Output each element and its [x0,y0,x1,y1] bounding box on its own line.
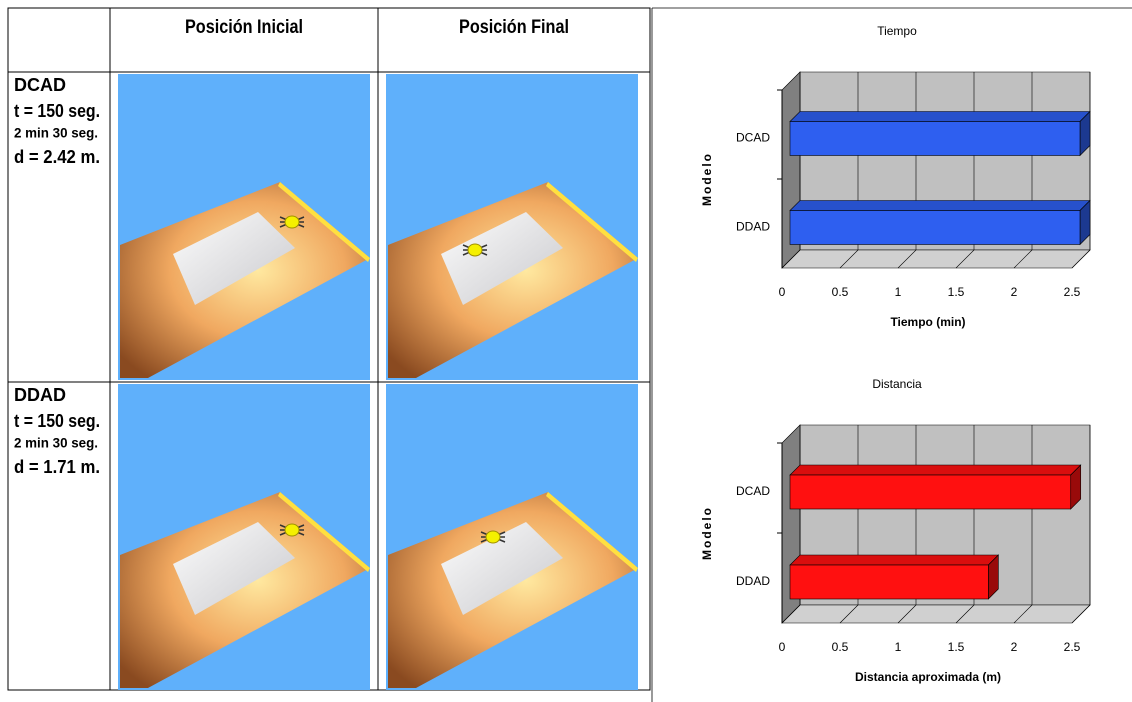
robot [284,215,300,229]
robot [467,243,483,257]
x-tick-label: 0.5 [832,285,849,299]
floor-line [955,604,975,624]
bar [789,564,989,600]
mat [441,212,563,305]
floor-line [1071,249,1091,269]
x-tick-label: 0 [779,285,786,299]
x-tick-label: 2 [1011,640,1018,654]
bar-top [789,554,1000,566]
x-tick-label: 1 [895,640,902,654]
bar [789,474,1072,510]
bar-top [789,200,1091,211]
y-tick-label: DDAD [736,220,770,234]
row-detail: 2 min 30 seg. [14,125,98,141]
mat [173,212,295,305]
platform [388,492,638,688]
y-axis-label: Modelo [700,506,714,560]
platform-edge [278,182,370,262]
floor [781,604,1091,624]
x-tick-label: 0.5 [832,640,849,654]
x-tick-label: 0 [779,640,786,654]
floor-line [1013,604,1033,624]
floor-line [955,249,975,269]
y-tick-label: DDAD [736,574,770,588]
robot [485,530,501,544]
bar-top [789,111,1091,122]
bar [789,210,1081,245]
platform-edge [546,182,638,262]
x-tick-label: 1 [895,285,902,299]
x-tick-label: 2.5 [1064,640,1081,654]
row-label: DDAD [14,385,66,405]
row-detail: t = 150 seg. [14,101,100,121]
y-tick-label: DCAD [736,484,770,498]
floor-line [781,604,801,624]
x-tick-label: 1.5 [948,640,965,654]
robot [284,523,300,537]
floor-line [897,604,917,624]
floor-line [781,249,801,269]
platform [120,492,370,688]
y-axis-label: Modelo [700,152,714,206]
row-detail: t = 150 seg. [14,411,100,431]
row-detail: d = 1.71 m. [14,457,100,477]
platform [388,182,638,378]
floor [781,249,1091,269]
column-header: Posición Final [459,17,569,38]
row-detail: 2 min 30 seg. [14,435,98,451]
platform-edge [546,492,638,572]
platform-edge [278,492,370,572]
floor-line [1071,604,1091,624]
row-detail: d = 2.42 m. [14,147,100,167]
chart-title: Distancia [872,377,922,391]
floor-line [839,604,859,624]
chart-title: Tiempo [877,24,917,38]
x-tick-label: 2.5 [1064,285,1081,299]
floor-line [897,249,917,269]
x-axis-label: Distancia aproximada (m) [855,670,1001,684]
platform [120,182,370,378]
column-header: Posición Inicial [185,17,303,38]
mat [173,522,295,615]
floor-line [1013,249,1033,269]
bar [789,121,1081,156]
row-label: DCAD [14,75,66,95]
mat [441,522,563,615]
floor-line [839,249,859,269]
x-axis-label: Tiempo (min) [890,315,965,329]
x-tick-label: 1.5 [948,285,965,299]
bar-top [789,464,1082,476]
y-tick-label: DCAD [736,131,770,145]
x-tick-label: 2 [1011,285,1018,299]
